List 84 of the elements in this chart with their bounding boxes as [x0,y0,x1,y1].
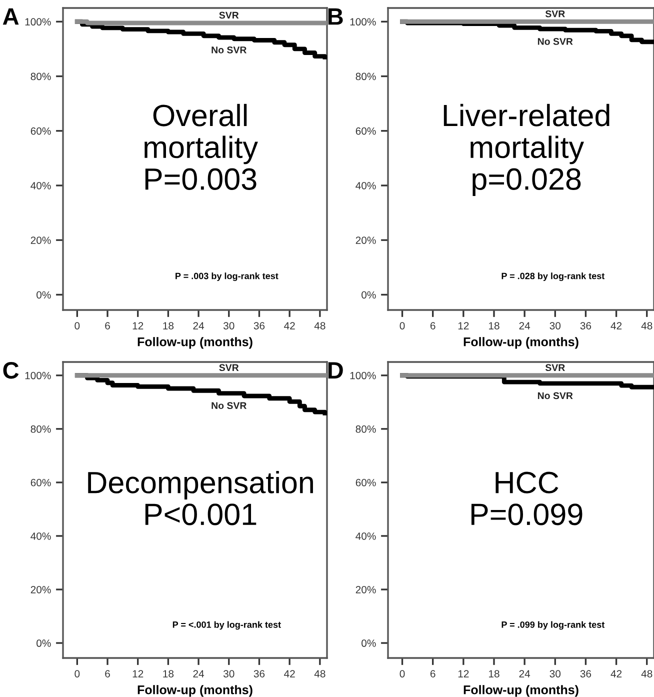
x-tick-label: 12 [458,322,469,330]
annotation: P = .003 by log-rank test [176,272,278,282]
annotation: Overall mortality P=0.003 [144,104,258,190]
y-tick-label: 100% [350,372,376,380]
y-tick-label: 40% [30,182,51,190]
series-label: SVR [545,364,565,372]
y-tick-label: 40% [30,532,51,540]
x-axis-title: Follow-up (months) [464,337,578,349]
chart-title: A [2,8,19,25]
y-tick-label: 60% [30,478,51,486]
y-tick-label: 40% [356,532,376,540]
y-tick-label: 60% [356,127,376,135]
x-tick-label: 48 [641,322,652,330]
y-tick-label: 0% [36,291,51,299]
x-tick-label: 42 [284,670,295,678]
x-tick-label: 30 [550,322,561,330]
y-tick-label: 20% [356,586,376,594]
y-tick-label: 80% [356,72,376,80]
x-tick-label: 48 [314,670,326,678]
y-tick-label: 20% [30,586,51,594]
y-tick-label: 0% [362,291,376,299]
y-tick-label: 80% [30,72,51,80]
x-tick-label: 48 [314,322,326,330]
x-tick-label: 36 [254,670,265,678]
y-tick-label: 40% [356,182,376,190]
x-tick-label: 12 [458,670,469,678]
series-label: No SVR [538,392,573,400]
x-tick-label: 18 [488,670,500,678]
y-tick-label: 20% [356,236,376,244]
y-tick-label: 60% [356,478,376,486]
y-tick-label: 0% [362,640,376,647]
y-tick-label: 20% [30,236,51,244]
x-tick-label: 36 [580,322,592,330]
x-tick-label: 6 [430,670,436,678]
x-tick-label: 12 [132,670,144,678]
x-tick-label: 12 [132,322,144,330]
y-tick-label: 60% [30,127,51,135]
x-tick-label: 42 [284,322,295,330]
series-label: No SVR [212,402,247,410]
x-tick-label: 48 [641,670,652,678]
x-tick-label: 24 [519,670,530,678]
x-tick-label: 24 [193,322,204,330]
y-tick-label: 100% [350,18,376,26]
series-label: SVR [545,10,565,18]
x-axis-title: Follow-up (months) [464,685,578,697]
x-tick-label: 30 [550,670,561,678]
annotation: P = <.001 by log-rank test [172,621,281,630]
annotation: Decompensation P<0.001 [88,470,313,526]
x-tick-label: 42 [610,670,622,678]
x-tick-label: 18 [488,322,500,330]
annotation: P = .028 by log-rank test [502,272,605,282]
annotation: HCC P=0.099 [471,472,582,526]
x-tick-label: 0 [74,670,80,678]
x-tick-label: 30 [223,670,234,678]
x-axis-title: Follow-up (months) [138,685,252,697]
y-tick-label: 100% [25,372,51,380]
series-label: SVR [219,364,239,372]
chart-title: D [328,362,343,378]
chart-title: C [3,362,19,379]
x-tick-label: 42 [610,322,622,330]
x-tick-label: 24 [519,322,530,330]
x-tick-label: 18 [163,670,174,678]
x-tick-label: 0 [74,322,80,330]
x-tick-label: 6 [430,322,436,330]
x-tick-label: 36 [254,322,265,330]
series-label: SVR [219,12,239,19]
x-tick-label: 6 [105,670,110,678]
annotation: Liver-related mortality p=0.028 [444,104,610,196]
x-tick-label: 0 [400,670,405,678]
annotation: P = .099 by log-rank test [502,621,605,630]
x-tick-label: 36 [580,670,592,678]
y-tick-label: 80% [30,425,51,433]
x-axis-title: Follow-up (months) [138,337,252,349]
x-tick-label: 24 [193,670,204,678]
y-tick-label: 80% [356,425,376,433]
x-tick-label: 6 [105,322,110,330]
y-tick-label: 0% [36,640,51,647]
x-tick-label: 30 [223,322,234,330]
x-tick-label: 18 [163,322,174,330]
x-tick-label: 0 [400,322,405,330]
y-tick-label: 100% [25,18,51,26]
series-label: No SVR [212,46,247,54]
series-label: No SVR [538,38,573,45]
chart-title: B [328,8,343,25]
